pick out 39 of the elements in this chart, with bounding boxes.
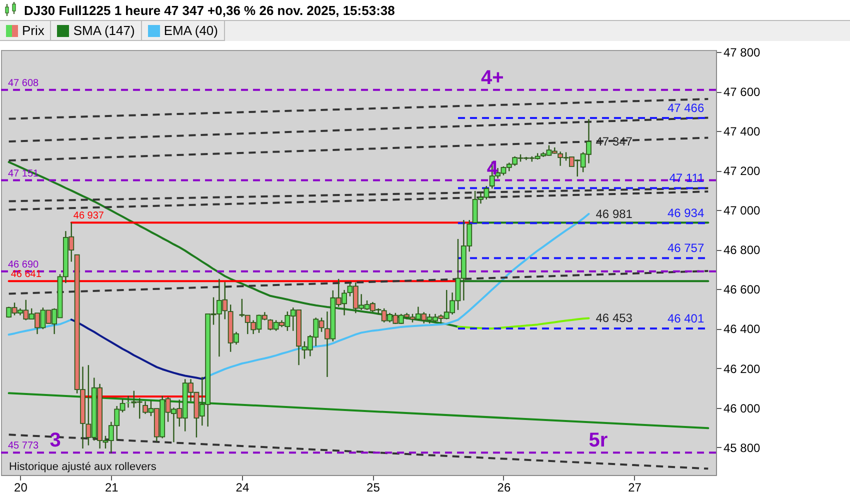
series-label: 46 757 bbox=[667, 241, 704, 256]
y-tick-label: 47 800 bbox=[724, 45, 761, 60]
legend-label: Prix bbox=[22, 23, 44, 38]
annotation: Historique ajusté aux rollevers bbox=[9, 461, 157, 473]
line-series bbox=[456, 317, 590, 330]
line-series bbox=[8, 161, 459, 328]
ref-line-label: 46 690 bbox=[8, 259, 40, 270]
annotation: 5r bbox=[588, 430, 608, 452]
y-tick-label: 47 600 bbox=[724, 85, 761, 100]
y-tick-label: 47 400 bbox=[724, 124, 761, 139]
x-tick-label: 27 bbox=[628, 480, 642, 494]
text: 47 347 bbox=[596, 134, 632, 149]
y-tick-label: 46 200 bbox=[724, 362, 761, 376]
annotation: 3 bbox=[50, 430, 61, 452]
y-tick-label: 47 000 bbox=[724, 204, 761, 218]
x-tick-label: 24 bbox=[236, 480, 250, 494]
x-tick-label: 26 bbox=[497, 480, 511, 494]
series-label: 46 934 bbox=[667, 206, 704, 220]
y-tick-label: 47 200 bbox=[724, 164, 761, 178]
y-tick-label: 46 000 bbox=[724, 401, 761, 416]
series-label: 46 641 bbox=[10, 269, 42, 280]
y-tick-label: 46 800 bbox=[724, 243, 761, 258]
y-tick-label: 46 400 bbox=[724, 322, 761, 336]
data-label: 46 453 bbox=[596, 311, 633, 326]
x-tick-label: 20 bbox=[14, 480, 28, 494]
x-tick-label: 21 bbox=[105, 480, 119, 494]
annotation: 4+ bbox=[481, 66, 504, 89]
legend-label: EMA (40) bbox=[164, 23, 218, 38]
legend-label: SMA (147) bbox=[73, 23, 135, 38]
series-label: 46 937 bbox=[73, 210, 104, 222]
y-tick-label: 46 600 bbox=[724, 282, 761, 297]
series-label: 47 466 bbox=[667, 101, 704, 115]
y-tick-label: 45 800 bbox=[724, 440, 761, 455]
data-label: 46 981 bbox=[596, 206, 633, 221]
ref-line-label: 45 773 bbox=[8, 440, 40, 452]
x-tick-label: 25 bbox=[366, 480, 380, 494]
series-label: 46 401 bbox=[667, 312, 704, 326]
ref-line-label: 47 608 bbox=[8, 78, 40, 89]
chart-title: DJ30 Full1225 1 heure 47 347 +0,36 % 26 nov. 2025, 15:53:38 bbox=[24, 2, 395, 18]
